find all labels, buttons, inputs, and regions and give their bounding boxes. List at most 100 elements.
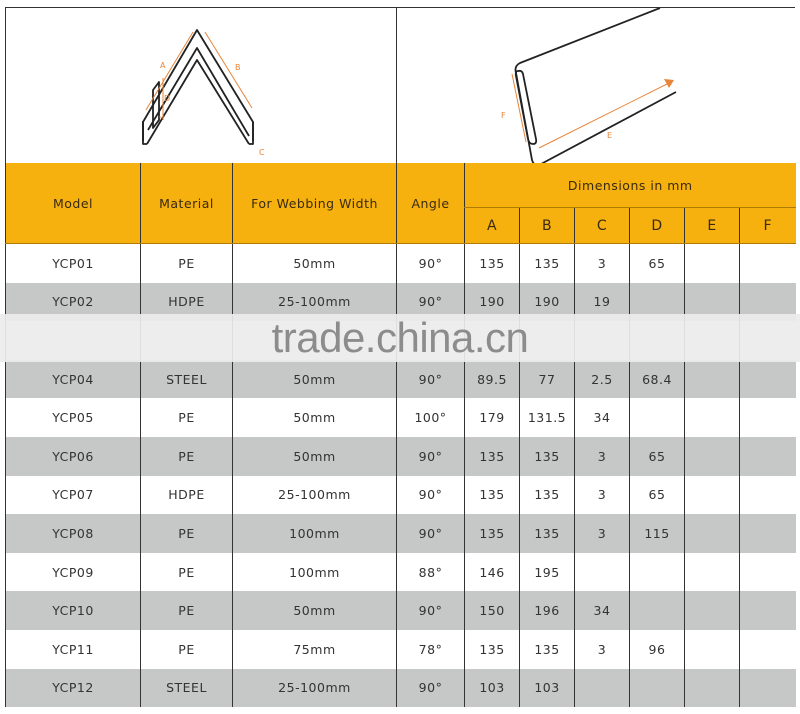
cell-c: 3 — [574, 243, 630, 283]
cell-material: PE — [140, 629, 233, 669]
cell-b: 77 — [519, 359, 575, 399]
cell-b: 196 — [519, 591, 575, 630]
cell-c — [574, 668, 630, 708]
cell-e — [684, 629, 740, 669]
diagram-panel: A B C D E F — [5, 7, 795, 164]
header-dim-b: B — [519, 207, 575, 244]
cell-model: YCP09 — [5, 552, 141, 592]
cell-c: 3 — [574, 629, 630, 669]
cell-e — [684, 514, 740, 553]
cell-e — [684, 359, 740, 399]
header-model: Model — [5, 163, 141, 244]
cell-f — [739, 668, 796, 708]
table-row: YCP12 STEEL 25-100mm 90° 103 103 — [5, 668, 796, 708]
cell-a: 150 — [464, 591, 520, 630]
cell-d: 65 — [629, 243, 685, 283]
cell-material: STEEL — [140, 359, 233, 399]
header-dim-e: E — [684, 207, 740, 244]
cell-d — [629, 552, 685, 592]
header-angle: Angle — [396, 163, 465, 244]
strap-protector-diagram: E F — [501, 8, 677, 164]
cell-f — [739, 475, 796, 515]
cell-e — [684, 243, 740, 283]
header-material: Material — [140, 163, 233, 244]
table-row: YCP04 STEEL 50mm 90° 89.5 77 2.5 68.4 — [5, 359, 796, 399]
cell-b: 135 — [519, 629, 575, 669]
cell-a: 135 — [464, 475, 520, 515]
cell-webbing: 50mm — [232, 398, 397, 437]
cell-f — [739, 552, 796, 592]
cell-angle: 78° — [396, 629, 465, 669]
corner-protector-diagram: A B C D — [142, 29, 265, 157]
cell-angle: 90° — [396, 668, 465, 708]
cell-a: 146 — [464, 552, 520, 592]
cell-b: 135 — [519, 475, 575, 515]
header-dim-a: A — [464, 207, 520, 244]
header-webbing-width: For Webbing Width — [232, 163, 397, 244]
cell-angle: 90° — [396, 475, 465, 515]
cell-b: 195 — [519, 552, 575, 592]
cell-angle: 90° — [396, 359, 465, 399]
table-row: YCP01 PE 50mm 90° 135 135 3 65 — [5, 243, 796, 283]
cell-f — [739, 436, 796, 476]
cell-d: 115 — [629, 514, 685, 553]
cell-d — [629, 668, 685, 708]
cell-a: 135 — [464, 514, 520, 553]
cell-e — [684, 398, 740, 437]
cell-a: 135 — [464, 436, 520, 476]
cell-model: YCP10 — [5, 591, 141, 630]
cell-model: YCP11 — [5, 629, 141, 669]
table-row: YCP07 HDPE 25-100mm 90° 135 135 3 65 — [5, 475, 796, 515]
cell-webbing: 50mm — [232, 591, 397, 630]
cell-e — [684, 591, 740, 630]
header-dimensions: Dimensions in mm — [464, 163, 796, 208]
cell-material: PE — [140, 591, 233, 630]
cell-c: 3 — [574, 475, 630, 515]
spec-table: Model Material For Webbing Width Angle D… — [5, 163, 796, 708]
cell-b: 135 — [519, 436, 575, 476]
table-row: YCP08 PE 100mm 90° 135 135 3 115 — [5, 514, 796, 553]
cell-c: 2.5 — [574, 359, 630, 399]
cell-e — [684, 552, 740, 592]
cell-f — [739, 514, 796, 553]
cell-f — [739, 591, 796, 630]
cell-c: 34 — [574, 591, 630, 630]
cell-webbing: 75mm — [232, 629, 397, 669]
table-row: YCP05 PE 50mm 100° 179 131.5 34 — [5, 398, 796, 437]
cell-b: 135 — [519, 514, 575, 553]
header-dim-f: F — [739, 207, 796, 244]
cell-d — [629, 398, 685, 437]
header-dim-c: C — [574, 207, 630, 244]
cell-e — [684, 436, 740, 476]
cell-model: YCP02 — [5, 282, 141, 322]
cell-material: PE — [140, 436, 233, 476]
header-dim-d: D — [629, 207, 685, 244]
cell-webbing: 50mm — [232, 359, 397, 399]
cell-a: 89.5 — [464, 359, 520, 399]
cell-angle: 90° — [396, 243, 465, 283]
cell-model: YCP04 — [5, 359, 141, 399]
cell-model: YCP08 — [5, 514, 141, 553]
cell-f — [739, 243, 796, 283]
cell-model: YCP01 — [5, 243, 141, 283]
cell-webbing: 50mm — [232, 243, 397, 283]
cell-d: 68.4 — [629, 359, 685, 399]
cell-c: 3 — [574, 514, 630, 553]
cell-model: YCP05 — [5, 398, 141, 437]
cell-d — [629, 591, 685, 630]
cell-model: YCP06 — [5, 436, 141, 476]
table-row: YCP09 PE 100mm 88° 146 195 — [5, 552, 796, 592]
label-a: A — [160, 61, 166, 70]
cell-c: 3 — [574, 436, 630, 476]
cell-b: 135 — [519, 243, 575, 283]
cell-d: 65 — [629, 475, 685, 515]
watermark: trade.china.cn — [0, 314, 800, 362]
table-row: YCP11 PE 75mm 78° 135 135 3 96 — [5, 629, 796, 669]
cell-angle: 90° — [396, 514, 465, 553]
cell-d: 65 — [629, 436, 685, 476]
cell-a: 135 — [464, 243, 520, 283]
cell-a: 179 — [464, 398, 520, 437]
label-d: D — [164, 94, 170, 103]
table-row: YCP06 PE 50mm 90° 135 135 3 65 — [5, 436, 796, 476]
cell-a: 103 — [464, 668, 520, 708]
